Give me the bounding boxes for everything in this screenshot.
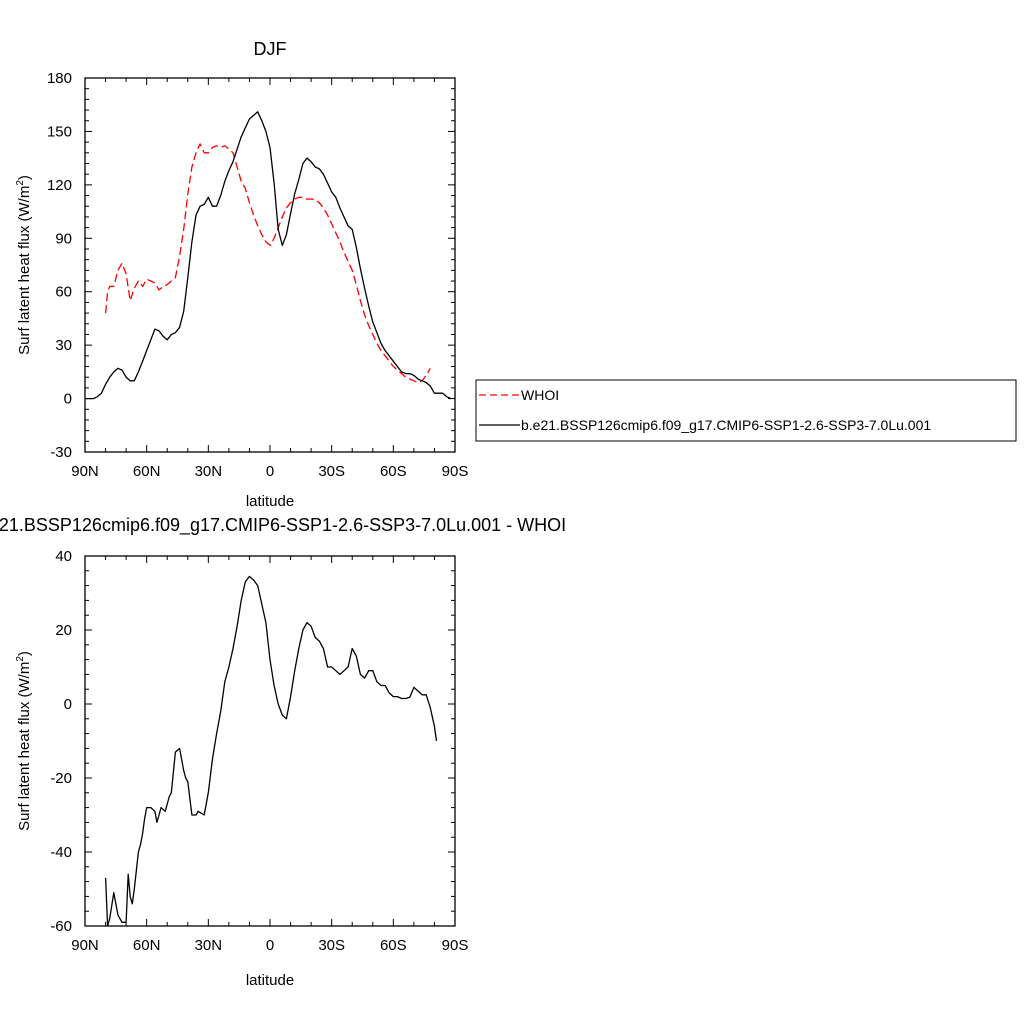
bottom-series-line-difference <box>104 575 438 927</box>
top-chart-title: DJF <box>254 39 287 59</box>
top-x-tick-label: 90N <box>71 463 99 480</box>
top-series-line-model <box>85 111 452 400</box>
bottom-y-tick-label: 20 <box>55 622 72 639</box>
top-y-axis-label-superscript: 2 <box>15 180 26 186</box>
bottom-panel: b.e21.BSSP126cmip6.f09_g17.CMIP6-SSP1-2.… <box>0 515 566 989</box>
bottom-chart-title: b.e21.BSSP126cmip6.f09_g17.CMIP6-SSP1-2.… <box>0 515 566 536</box>
bottom-x-tick-label: 90N <box>71 937 99 954</box>
top-chart-lines <box>85 111 452 400</box>
bottom-y-tick-label: -60 <box>50 918 72 935</box>
bottom-x-tick-label: 90S <box>442 937 469 954</box>
legend-whoi-label: WHOI <box>521 387 559 403</box>
top-y-axis-label-end: ) <box>16 175 33 180</box>
top-x-tick-label: 30N <box>195 463 223 480</box>
bottom-y-tick-label: 40 <box>55 548 72 565</box>
top-y-tick-label: 120 <box>47 177 72 194</box>
legend-model-label: b.e21.BSSP126cmip6.f09_g17.CMIP6-SSP1-2.… <box>521 417 931 433</box>
top-y-tick-label: 150 <box>47 123 72 140</box>
bottom-x-tick-label: 60N <box>133 937 161 954</box>
bottom-x-tick-label: 30S <box>318 937 345 954</box>
bottom-y-tick-label: -40 <box>50 844 72 861</box>
top-x-tick-label: 0 <box>266 463 274 480</box>
top-y-tick-label: -30 <box>50 444 72 461</box>
top-y-tick-label: 180 <box>47 70 72 87</box>
bottom-y-axis-label-superscript: 2 <box>15 656 26 662</box>
top-y-axis-label-main: Surf latent heat flux (W/m <box>16 186 33 355</box>
bottom-y-axis-label-end: ) <box>16 651 33 656</box>
top-x-tick-label: 30S <box>318 463 345 480</box>
bottom-x-tick-label: 0 <box>266 937 274 954</box>
bottom-x-tick-label: 60S <box>380 937 407 954</box>
bottom-chart-lines <box>104 575 438 927</box>
bottom-y-tick-label: -20 <box>50 770 72 787</box>
bottom-y-tick-label: 0 <box>64 696 72 713</box>
bottom-y-axis-label: Surf latent heat flux (W/m2) <box>15 651 33 831</box>
bottom-axis-ticks: 90N 60N 30N 0 30S 60S 90S -60 -40 -20 0 20 40 <box>50 548 468 954</box>
bottom-plot-frame <box>84 555 456 927</box>
top-x-axis-label: latitude <box>246 493 294 510</box>
top-x-tick-label: 90S <box>442 463 469 480</box>
top-axis-ticks: 90N 60N 30N 0 30S 60S 90S -30 0 30 60 90 120 150 180 <box>47 70 468 480</box>
top-x-tick-label: 60S <box>380 463 407 480</box>
bottom-x-tick-label: 30N <box>195 937 223 954</box>
top-plot-frame <box>84 77 456 453</box>
legend: WHOI b.e21.BSSP126cmip6.f09_g17.CMIP6-SS… <box>475 379 1017 442</box>
top-panel: DJF 90N 60N 30N 0 30S 60S 90S -30 0 30 60 90 120 150 1… <box>15 39 1017 510</box>
top-series-line-whoi <box>104 143 431 384</box>
top-y-tick-label: 30 <box>55 337 72 354</box>
bottom-x-axis-label: latitude <box>246 972 294 989</box>
top-y-tick-label: 60 <box>55 284 72 301</box>
top-y-tick-label: 90 <box>55 230 72 247</box>
legend-box <box>475 379 1017 442</box>
top-x-tick-label: 60N <box>133 463 161 480</box>
bottom-y-axis-label-main: Surf latent heat flux (W/m <box>16 662 33 831</box>
top-y-tick-label: 0 <box>64 391 72 408</box>
top-y-axis-label: Surf latent heat flux (W/m2) <box>15 175 33 355</box>
